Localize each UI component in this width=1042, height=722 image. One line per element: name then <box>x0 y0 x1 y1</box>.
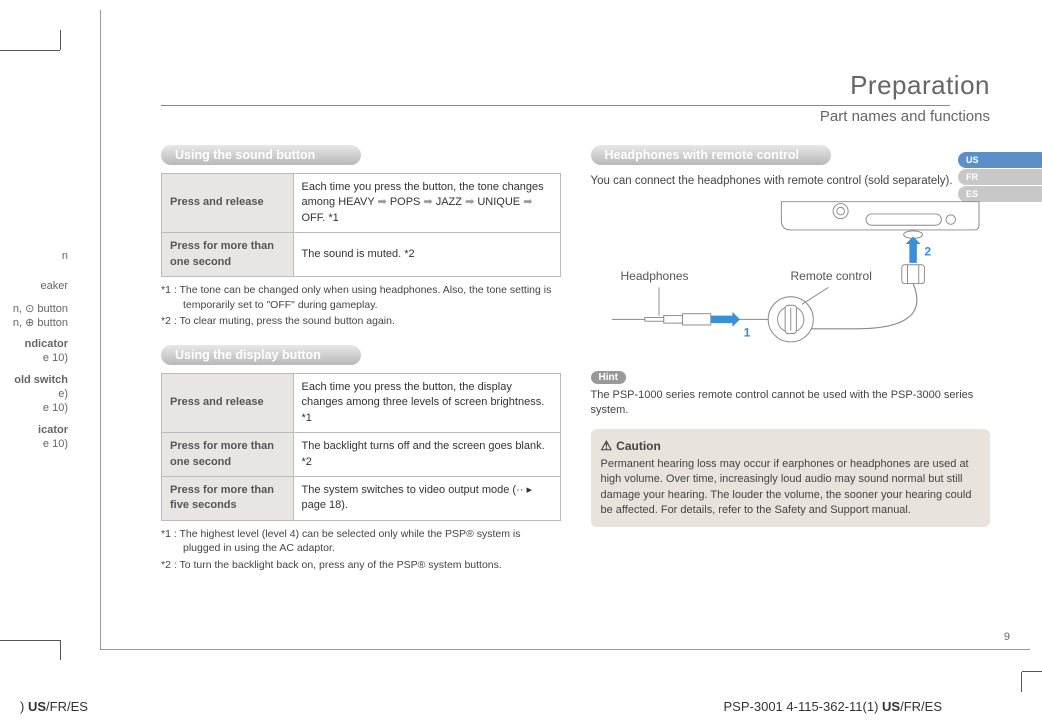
caution-title: Caution <box>601 437 981 455</box>
arrow-icon: ➡ <box>465 195 474 210</box>
sound-row1-text: Each time you press the button, the tone… <box>293 174 560 233</box>
crop-mark <box>60 640 61 660</box>
display-row2-label: Press for more than one second <box>162 433 294 477</box>
crop-mark <box>60 30 61 50</box>
sound-footnote-2: *2 : To clear muting, press the sound bu… <box>161 314 561 329</box>
language-tabs: US FR ES <box>958 152 1042 203</box>
display-table: Press and release Each time you press th… <box>161 373 561 521</box>
partial-text: n <box>62 250 68 262</box>
hint-text: The PSP-1000 series remote control canno… <box>591 388 991 419</box>
right-column: Headphones with remote control You can c… <box>591 145 991 575</box>
caution-text: Permanent hearing loss may occur if earp… <box>601 457 981 519</box>
display-row1-label: Press and release <box>162 374 294 433</box>
footer-left: ) US/FR/ES <box>20 699 88 714</box>
caution-box: Caution Permanent hearing loss may occur… <box>591 429 991 527</box>
display-row3-label: Press for more than five seconds <box>162 476 294 520</box>
display-section-heading: Using the display button <box>161 345 361 365</box>
partial-text: old switch <box>14 374 68 386</box>
cropped-left-column: n eaker n, ⊙ button n, ⊕ button ndicator… <box>0 0 70 722</box>
sound-table: Press and release Each time you press th… <box>161 173 561 277</box>
chapter-title: Preparation <box>101 70 990 101</box>
arrow-icon: ➡ <box>378 195 387 210</box>
sound-footnote-1: *1 : The tone can be changed only when u… <box>161 283 561 312</box>
headphones-intro: You can connect the headphones with remo… <box>591 173 991 189</box>
diagram-label-headphones: Headphones <box>621 269 689 283</box>
header-rule <box>161 105 950 106</box>
crop-mark <box>1021 672 1022 692</box>
footer-right: PSP-3001 4-115-362-11(1) US/FR/ES <box>724 699 942 714</box>
lang-label: FR <box>966 172 978 182</box>
sound-row2-label: Press for more than one second <box>162 233 294 277</box>
sound-row2-text: The sound is muted. *2 <box>293 233 560 277</box>
partial-text: icator <box>38 424 68 436</box>
footer-bar: ) US/FR/ES PSP-3001 4-115-362-11(1) US/F… <box>0 699 1042 714</box>
page-frame: Preparation Part names and functions US … <box>100 10 1030 650</box>
headphones-diagram: 2 1 <box>591 197 991 357</box>
display-footnote-1: *1 : The highest level (level 4) can be … <box>161 527 561 556</box>
page-number: 9 <box>1004 631 1010 643</box>
partial-text: e 10) <box>43 352 68 364</box>
partial-text: e) <box>58 388 68 400</box>
crop-mark <box>0 50 60 51</box>
crop-mark <box>0 640 60 641</box>
section-subtitle: Part names and functions <box>101 108 990 125</box>
display-row2-text: The backlight turns off and the screen g… <box>293 433 560 477</box>
left-column: Using the sound button Press and release… <box>161 145 561 575</box>
partial-text: e 10) <box>43 438 68 450</box>
display-row1-text: Each time you press the button, the disp… <box>293 374 560 433</box>
partial-text: eaker <box>40 280 68 292</box>
arrow-icon: ➡ <box>423 195 432 210</box>
hint-badge: Hint <box>591 371 626 384</box>
sound-row1-label: Press and release <box>162 174 294 233</box>
content-columns: Using the sound button Press and release… <box>101 125 1030 575</box>
headphones-section-heading: Headphones with remote control <box>591 145 831 165</box>
sound-section-heading: Using the sound button <box>161 145 361 165</box>
crop-mark <box>1022 671 1042 672</box>
lang-tab-us: US <box>958 152 1042 168</box>
partial-text: e 10) <box>43 402 68 414</box>
diagram-label-remote: Remote control <box>791 269 872 283</box>
partial-text: n, ⊙ button <box>13 302 68 315</box>
page-header: Preparation Part names and functions <box>101 10 1030 125</box>
partial-text: n, ⊕ button <box>13 316 68 329</box>
arrow-icon: ➡ <box>523 195 532 210</box>
lang-tab-fr: FR <box>958 169 1042 185</box>
partial-text: ndicator <box>25 338 68 350</box>
svg-text:1: 1 <box>743 325 750 339</box>
display-row3-text: The system switches to video output mode… <box>293 476 560 520</box>
svg-text:2: 2 <box>924 244 931 258</box>
lang-label: US <box>966 155 979 165</box>
display-footnote-2: *2 : To turn the backlight back on, pres… <box>161 558 561 573</box>
